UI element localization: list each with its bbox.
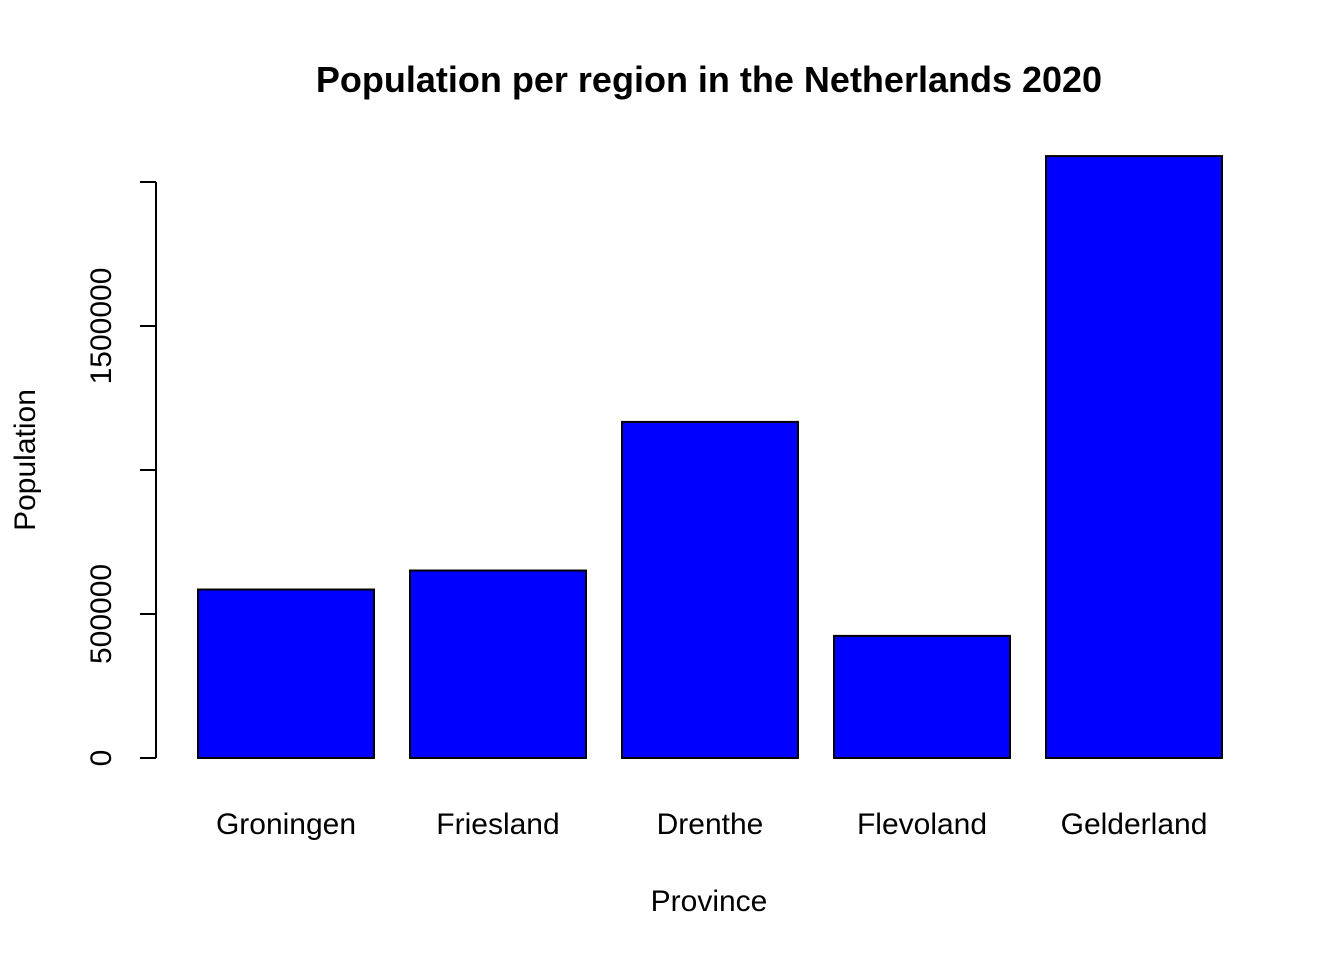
chart-title: Population per region in the Netherlands… xyxy=(316,59,1102,100)
x-axis-title: Province xyxy=(651,885,768,918)
bar-friesland xyxy=(409,569,587,760)
bar-gelderland xyxy=(1045,155,1223,759)
x-tick-label-friesland: Friesland xyxy=(436,808,559,841)
y-axis-title: Population xyxy=(9,389,42,531)
x-tick-label-drenthe: Drenthe xyxy=(657,808,764,841)
x-tick-label-groningen: Groningen xyxy=(216,808,356,841)
bar-flevoland xyxy=(833,634,1011,759)
bar-drenthe xyxy=(621,420,799,759)
x-tick-labels: Groningen Friesland Drenthe Flevoland Gelder… xyxy=(216,808,1207,841)
x-tick-label-gelderland: Gelderland xyxy=(1061,808,1208,841)
y-tick-label-0: 0 xyxy=(85,750,118,767)
y-axis: 0 500000 1500000 xyxy=(85,181,157,767)
y-tick-label-1500000: 1500000 xyxy=(85,268,118,385)
bar-groningen xyxy=(197,588,375,760)
bars-group xyxy=(197,155,1223,760)
x-tick-label-flevoland: Flevoland xyxy=(857,808,987,841)
y-tick-label-500000: 500000 xyxy=(85,564,118,664)
